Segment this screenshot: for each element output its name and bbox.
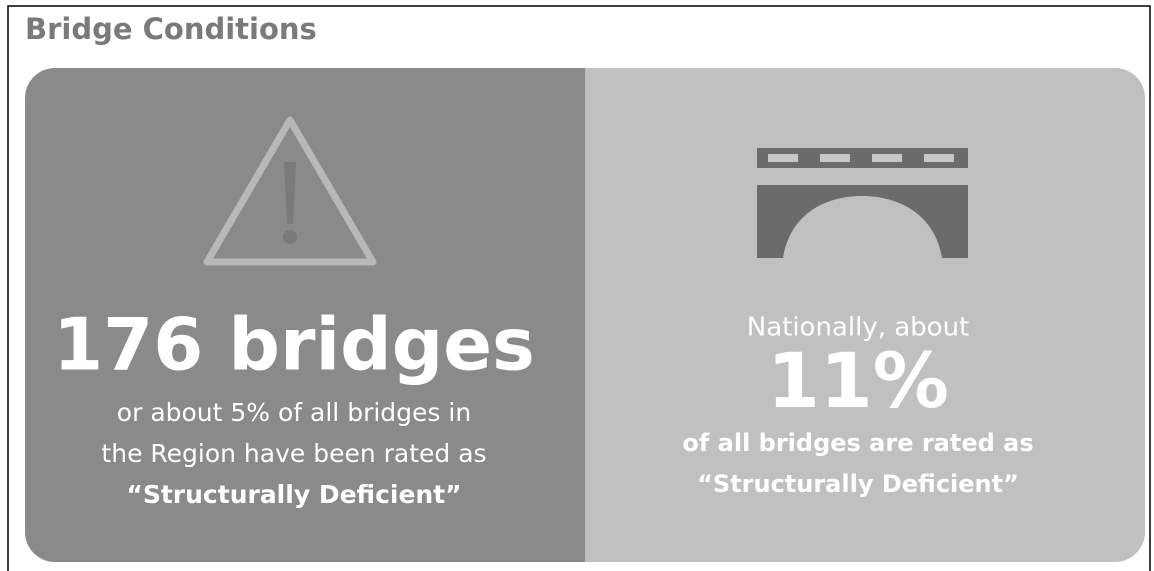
national-line: of all bridges are rated as [682,429,1033,457]
regional-headline: 176 bridges [53,303,535,387]
regional-line: “Structurally Deficient” [126,480,461,509]
bridge-icon [757,148,968,258]
frame [7,5,1151,571]
national-figure: 11% [767,336,949,425]
national-line: “Structurally Deficient” [697,470,1019,498]
regional-line: or about 5% of all bridges in [117,398,471,427]
regional-line: the Region have been rated as [101,439,486,468]
national-lead: Nationally, about [747,313,970,343]
title: Bridge Conditions [25,12,317,46]
warning-icon [203,116,377,266]
